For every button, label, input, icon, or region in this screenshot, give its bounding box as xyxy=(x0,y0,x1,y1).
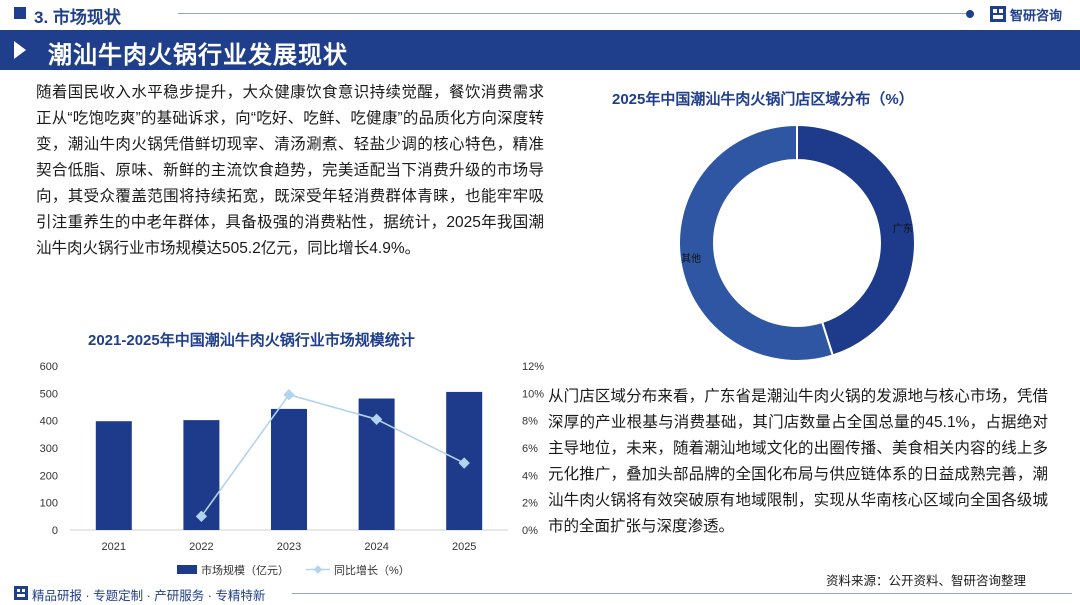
growth-point xyxy=(370,413,383,425)
y-right-tick-label: 12% xyxy=(522,361,544,373)
donut-chart-title: 2025年中国潮汕牛肉火锅门店区域分布（%） xyxy=(612,91,914,108)
growth-point xyxy=(458,457,470,469)
y-right-tick-label: 0% xyxy=(522,525,538,537)
header-dot-icon xyxy=(966,10,974,18)
x-tick-label: 2023 xyxy=(277,541,301,553)
section-marker-icon xyxy=(14,7,26,19)
legend-line-marker xyxy=(313,565,323,574)
x-tick-label: 2025 xyxy=(452,541,476,553)
footer: 精品研报 · 专题定制 · 产研服务 · 专精特新 xyxy=(0,582,1080,605)
footer-rule xyxy=(292,593,1072,594)
y-right-tick-label: 10% xyxy=(522,388,544,400)
y-left-tick-label: 400 xyxy=(40,416,58,428)
brand-name: 智研咨询 xyxy=(1010,8,1063,23)
intro-paragraph: 随着国民收入水平稳步提升，大众健康饮食意识持续觉醒，餐饮消费需求正从“吃饱吃爽”… xyxy=(36,84,544,257)
top-bar: 3. 市场现状 xyxy=(0,0,1080,28)
growth-line xyxy=(200,393,465,517)
y-left-tick-label: 600 xyxy=(40,361,58,373)
source-note: 资料来源：公开资料、智研咨询整理 xyxy=(826,574,1027,588)
section-title: 3. 市场现状 xyxy=(34,8,121,27)
banner-arrow-icon xyxy=(14,41,26,59)
y-left-tick-label: 200 xyxy=(40,470,58,482)
footer-services: 精品研报 · 专题定制 · 产研服务 · 专精特新 xyxy=(32,589,266,603)
header-rule xyxy=(178,13,970,14)
y-left-tick-label: 500 xyxy=(40,388,58,400)
x-tick-label: 2022 xyxy=(189,541,213,553)
y-right-tick-label: 4% xyxy=(522,470,538,482)
bar-chart-title: 2021-2025年中国潮汕牛肉火锅行业市场规模统计 xyxy=(88,332,415,349)
y-right-tick-label: 2% xyxy=(522,498,538,510)
page-title: 潮汕牛肉火锅行业发展现状 xyxy=(48,42,348,69)
legend-bar-label: 市场规模（亿元） xyxy=(201,563,289,577)
y-right-tick-label: 6% xyxy=(522,443,538,455)
footer-logo-icon xyxy=(14,586,28,600)
legend-bar-swatch xyxy=(177,565,197,574)
x-tick-label: 2021 xyxy=(102,541,126,553)
y-left-tick-label: 300 xyxy=(40,443,58,455)
growth-point xyxy=(283,389,295,401)
y-left-tick-label: 100 xyxy=(40,498,58,510)
legend-line-label: 同比增长（%） xyxy=(334,563,410,577)
region-paragraph: 从门店区域分布来看，广东省是潮汕牛肉火锅的发源地与核心市场，凭借深厚的产业根基与… xyxy=(548,388,1048,535)
x-tick-label: 2024 xyxy=(364,541,388,553)
growth-point xyxy=(195,510,208,522)
title-banner: 潮汕牛肉火锅行业发展现状 xyxy=(0,30,1080,70)
bar xyxy=(95,421,132,530)
brand-logo-icon xyxy=(990,6,1006,22)
y-right-tick-label: 8% xyxy=(522,416,538,428)
y-left-tick-label: 0 xyxy=(52,525,58,537)
bar xyxy=(271,408,307,530)
